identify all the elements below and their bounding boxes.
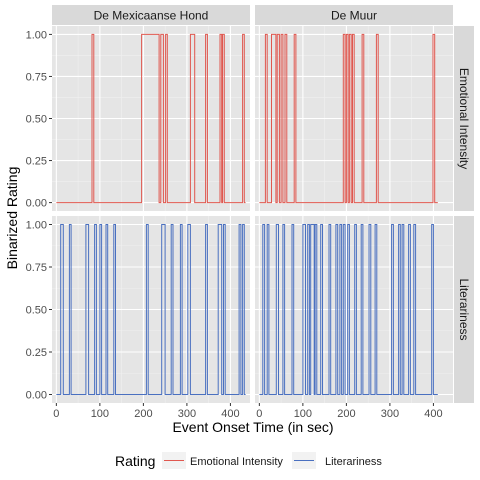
x-tick-label: 200 [134,408,152,420]
x-tick-label: 100 [294,408,312,420]
legend-item: Literariness [292,452,382,469]
facet-label-row: Literariness [457,278,471,340]
x-tick-label: 0 [256,408,262,420]
y-tick-label: 0.25 [26,156,47,168]
legend-label: Literariness [325,456,382,468]
y-tick-label: 0.75 [26,71,47,83]
y-axis-title: Binarized Rating [4,167,20,270]
y-tick-label: 0.50 [26,305,47,317]
y-tick-label: 0.75 [26,262,47,274]
x-tick-label: 100 [91,408,109,420]
legend: Rating Emotional Intensity Literariness [115,452,382,469]
x-axis-title: Event Onset Time (in sec) [172,419,333,435]
facet-label-column: De Mexicaanse Hond [94,9,209,23]
legend-label: Emotional Intensity [190,456,283,468]
x-tick-label: 200 [337,408,355,420]
y-tick-label: 0.00 [26,390,47,402]
y-tick-label: 0.50 [26,114,47,126]
x-tick-label: 400 [221,408,239,420]
y-tick-label: 1.00 [26,29,47,41]
y-tick-label: 1.00 [26,220,47,232]
legend-item: Emotional Intensity [162,452,283,469]
facet-label-row: Emotional Intensity [457,68,471,169]
y-tick-label: 0.00 [26,198,47,210]
x-tick-label: 400 [424,408,442,420]
legend-title: Rating [115,453,155,469]
x-tick-label: 0 [53,408,59,420]
x-tick-label: 300 [381,408,399,420]
x-tick-label: 300 [178,408,196,420]
facet-label-column: De Muur [331,9,377,23]
y-tick-label: 0.25 [26,347,47,359]
